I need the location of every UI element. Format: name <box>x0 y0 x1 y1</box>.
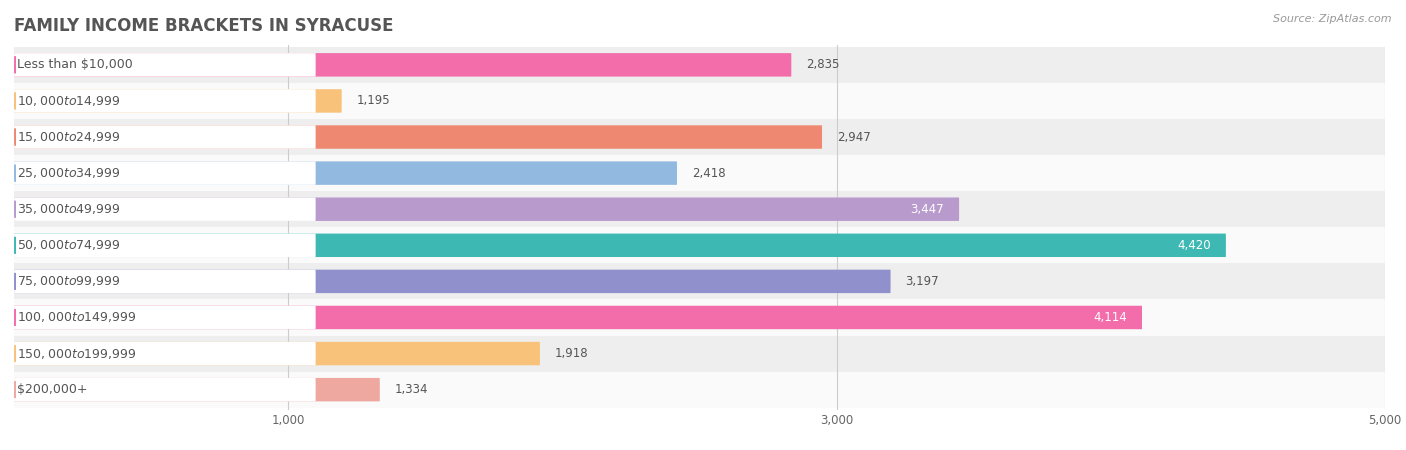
Text: Source: ZipAtlas.com: Source: ZipAtlas.com <box>1274 14 1392 23</box>
Text: $200,000+: $200,000+ <box>17 383 89 396</box>
FancyBboxPatch shape <box>14 270 316 293</box>
Text: $150,000 to $199,999: $150,000 to $199,999 <box>17 346 136 360</box>
FancyBboxPatch shape <box>14 234 316 257</box>
FancyBboxPatch shape <box>14 125 316 149</box>
Text: 3,197: 3,197 <box>905 275 939 288</box>
FancyBboxPatch shape <box>14 53 792 76</box>
FancyBboxPatch shape <box>14 53 316 76</box>
FancyBboxPatch shape <box>14 306 1142 329</box>
Text: 2,418: 2,418 <box>692 166 725 180</box>
Text: $15,000 to $24,999: $15,000 to $24,999 <box>17 130 121 144</box>
FancyBboxPatch shape <box>14 162 316 185</box>
Text: 1,918: 1,918 <box>555 347 589 360</box>
Text: 2,947: 2,947 <box>837 130 870 144</box>
Bar <box>14 155 1385 191</box>
Text: $25,000 to $34,999: $25,000 to $34,999 <box>17 166 121 180</box>
Bar <box>14 47 1385 83</box>
Text: $35,000 to $49,999: $35,000 to $49,999 <box>17 202 121 216</box>
Text: FAMILY INCOME BRACKETS IN SYRACUSE: FAMILY INCOME BRACKETS IN SYRACUSE <box>14 17 394 35</box>
Bar <box>14 336 1385 372</box>
FancyBboxPatch shape <box>14 378 316 401</box>
Text: $50,000 to $74,999: $50,000 to $74,999 <box>17 238 121 252</box>
FancyBboxPatch shape <box>14 306 316 329</box>
FancyBboxPatch shape <box>14 234 1226 257</box>
Text: $75,000 to $99,999: $75,000 to $99,999 <box>17 274 121 288</box>
FancyBboxPatch shape <box>14 342 316 365</box>
Bar <box>14 299 1385 336</box>
Text: 1,195: 1,195 <box>357 94 391 108</box>
FancyBboxPatch shape <box>14 89 342 112</box>
Bar <box>14 191 1385 227</box>
Text: 4,420: 4,420 <box>1177 239 1211 252</box>
FancyBboxPatch shape <box>14 378 380 401</box>
Bar <box>14 83 1385 119</box>
Text: $100,000 to $149,999: $100,000 to $149,999 <box>17 310 136 324</box>
Text: 4,114: 4,114 <box>1094 311 1128 324</box>
FancyBboxPatch shape <box>14 198 959 221</box>
Text: $10,000 to $14,999: $10,000 to $14,999 <box>17 94 121 108</box>
Bar <box>14 227 1385 263</box>
Text: 3,447: 3,447 <box>911 202 943 216</box>
Bar <box>14 119 1385 155</box>
Text: 2,835: 2,835 <box>807 58 839 72</box>
FancyBboxPatch shape <box>14 89 316 112</box>
FancyBboxPatch shape <box>14 125 823 149</box>
Bar <box>14 263 1385 299</box>
FancyBboxPatch shape <box>14 342 540 365</box>
FancyBboxPatch shape <box>14 162 678 185</box>
Text: 1,334: 1,334 <box>395 383 429 396</box>
FancyBboxPatch shape <box>14 270 890 293</box>
Bar <box>14 372 1385 408</box>
FancyBboxPatch shape <box>14 198 316 221</box>
Text: Less than $10,000: Less than $10,000 <box>17 58 134 72</box>
